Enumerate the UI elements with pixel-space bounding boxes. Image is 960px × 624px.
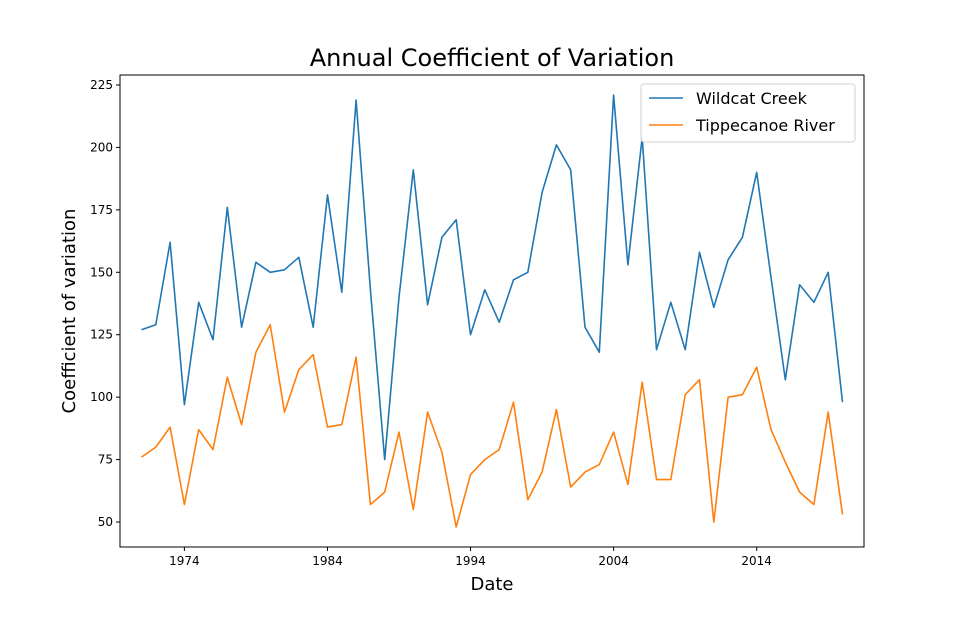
series-line-wildcat-creek	[141, 94, 844, 461]
plot-frame	[119, 74, 865, 548]
legend-box	[640, 83, 856, 143]
plot-area	[119, 74, 865, 548]
y-tick-label: 150	[90, 265, 113, 279]
x-tick-label: 2014	[741, 554, 772, 568]
y-axis: 50 75 100 125 150 175 200 225	[90, 78, 120, 529]
y-tick-label: 75	[98, 453, 113, 467]
y-axis-title: Coefficient of variation	[59, 209, 80, 414]
x-tick-label: 1984	[312, 554, 343, 568]
x-tick-label: 2004	[598, 554, 629, 568]
x-axis-title: Date	[470, 574, 513, 595]
x-axis: 1974 1984 1994 2004 2014	[169, 547, 772, 568]
y-tick-label: 125	[90, 328, 113, 342]
series-line-tippecanoe-river	[141, 323, 844, 528]
y-tick-label: 100	[90, 390, 113, 404]
legend-label-tippecanoe-river: Tippecanoe River	[695, 116, 835, 135]
x-tick-label: 1994	[455, 554, 486, 568]
legend: Wildcat Creek Tippecanoe River	[640, 83, 856, 143]
y-tick-label: 50	[98, 515, 113, 529]
series-lines	[141, 94, 844, 528]
y-tick-label: 200	[90, 140, 113, 154]
y-tick-label: 225	[90, 78, 113, 92]
x-tick-label: 1974	[169, 554, 200, 568]
legend-label-wildcat-creek: Wildcat Creek	[696, 89, 808, 108]
y-tick-label: 175	[90, 203, 113, 217]
chart-title: Annual Coefficient of Variation	[310, 44, 675, 72]
